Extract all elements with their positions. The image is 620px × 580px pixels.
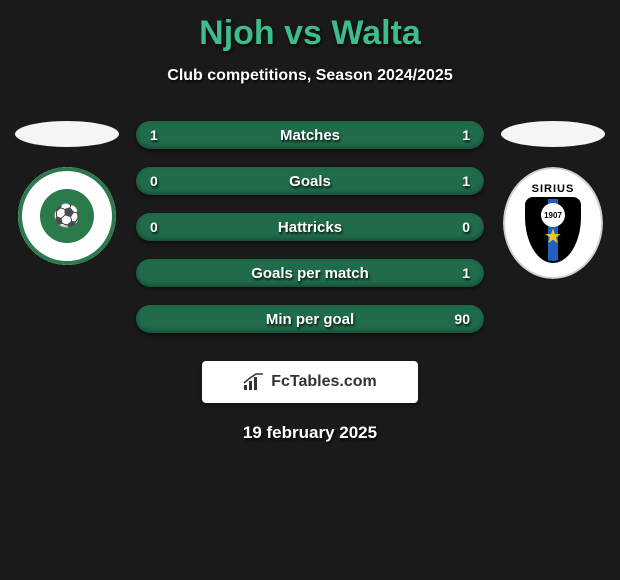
chart-icon xyxy=(243,373,265,391)
stat-bar-goals-per-match: Goals per match 1 xyxy=(136,259,484,287)
right-club-logo: SIRIUS 1907 ★ xyxy=(503,167,603,279)
footer-date: 19 february 2025 xyxy=(5,423,615,443)
stat-left-value: 1 xyxy=(150,127,158,143)
viborg-badge-inner: ⚽ xyxy=(40,189,94,243)
player-photo-placeholder-left xyxy=(15,121,119,147)
comparison-card: Njoh vs Walta Club competitions, Season … xyxy=(0,0,620,443)
stat-bar-goals: 0 Goals 1 xyxy=(136,167,484,195)
page-title: Njoh vs Walta xyxy=(5,14,615,53)
stat-label: Goals xyxy=(289,173,331,190)
stat-bar-hattricks: 0 Hattricks 0 xyxy=(136,213,484,241)
main-row: ⚽ 1 Matches 1 0 Goals 1 0 Hattricks 0 xyxy=(5,121,615,333)
stat-right-value: 1 xyxy=(462,265,470,281)
stat-left-value: 0 xyxy=(150,219,158,235)
sirius-badge-outer: SIRIUS 1907 ★ xyxy=(503,167,603,279)
viborg-badge-outer: ⚽ xyxy=(18,167,116,265)
star-icon: ★ xyxy=(544,224,562,249)
stat-right-value: 0 xyxy=(462,219,470,235)
watermark-text: FcTables.com xyxy=(271,373,377,391)
stat-bar-min-per-goal: Min per goal 90 xyxy=(136,305,484,333)
right-player-column: SIRIUS 1907 ★ xyxy=(494,121,612,279)
stat-label: Min per goal xyxy=(266,311,354,328)
player-photo-placeholder-right xyxy=(501,121,605,147)
stat-label: Matches xyxy=(280,127,340,144)
left-club-logo: ⚽ xyxy=(18,167,116,265)
sirius-shield-icon: 1907 ★ xyxy=(525,197,581,263)
stat-label: Hattricks xyxy=(278,219,342,236)
stat-right-value: 1 xyxy=(462,173,470,189)
stat-bar-matches: 1 Matches 1 xyxy=(136,121,484,149)
watermark-badge: FcTables.com xyxy=(202,361,418,403)
stat-left-value: 0 xyxy=(150,173,158,189)
stat-label: Goals per match xyxy=(251,265,369,282)
stat-right-value: 1 xyxy=(462,127,470,143)
stat-bars: 1 Matches 1 0 Goals 1 0 Hattricks 0 Goal… xyxy=(136,121,484,333)
sirius-label: SIRIUS xyxy=(532,183,575,195)
stat-right-value: 90 xyxy=(454,311,470,327)
left-player-column: ⚽ xyxy=(8,121,126,265)
subtitle: Club competitions, Season 2024/2025 xyxy=(5,67,615,85)
